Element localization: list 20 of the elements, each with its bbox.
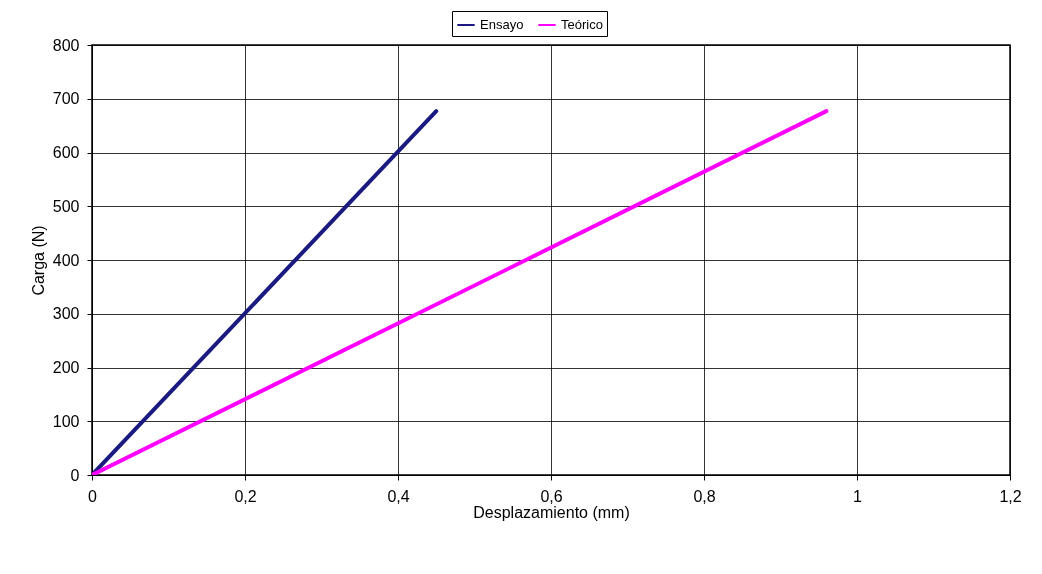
x-tick-label: 0 — [88, 487, 98, 505]
x-tick-label: 1 — [853, 487, 863, 505]
y-tick-label: 0 — [70, 466, 80, 484]
x-axis-title: Desplazamiento (mm) — [473, 503, 630, 521]
y-tick-label: 700 — [52, 90, 80, 108]
x-tick-label: 0,4 — [387, 487, 410, 505]
x-tick-label: 0,8 — [693, 487, 716, 505]
y-axis-title: Carga (N) — [29, 225, 47, 296]
y-tick-label: 300 — [52, 305, 80, 323]
x-tick-label: 1,2 — [999, 487, 1022, 505]
y-tick-label: 200 — [52, 359, 80, 376]
x-tick-label: 0,2 — [234, 487, 257, 505]
y-tick-label: 500 — [52, 197, 80, 215]
y-tick-label: 400 — [52, 251, 80, 269]
y-tick-label: 800 — [52, 36, 80, 54]
legend-label: Ensayo — [480, 17, 524, 32]
legend-label: Teórico — [561, 17, 603, 32]
y-tick-label: 600 — [52, 144, 80, 161]
y-tick-label: 100 — [52, 412, 80, 430]
x-tick-label: 0,6 — [540, 487, 563, 505]
